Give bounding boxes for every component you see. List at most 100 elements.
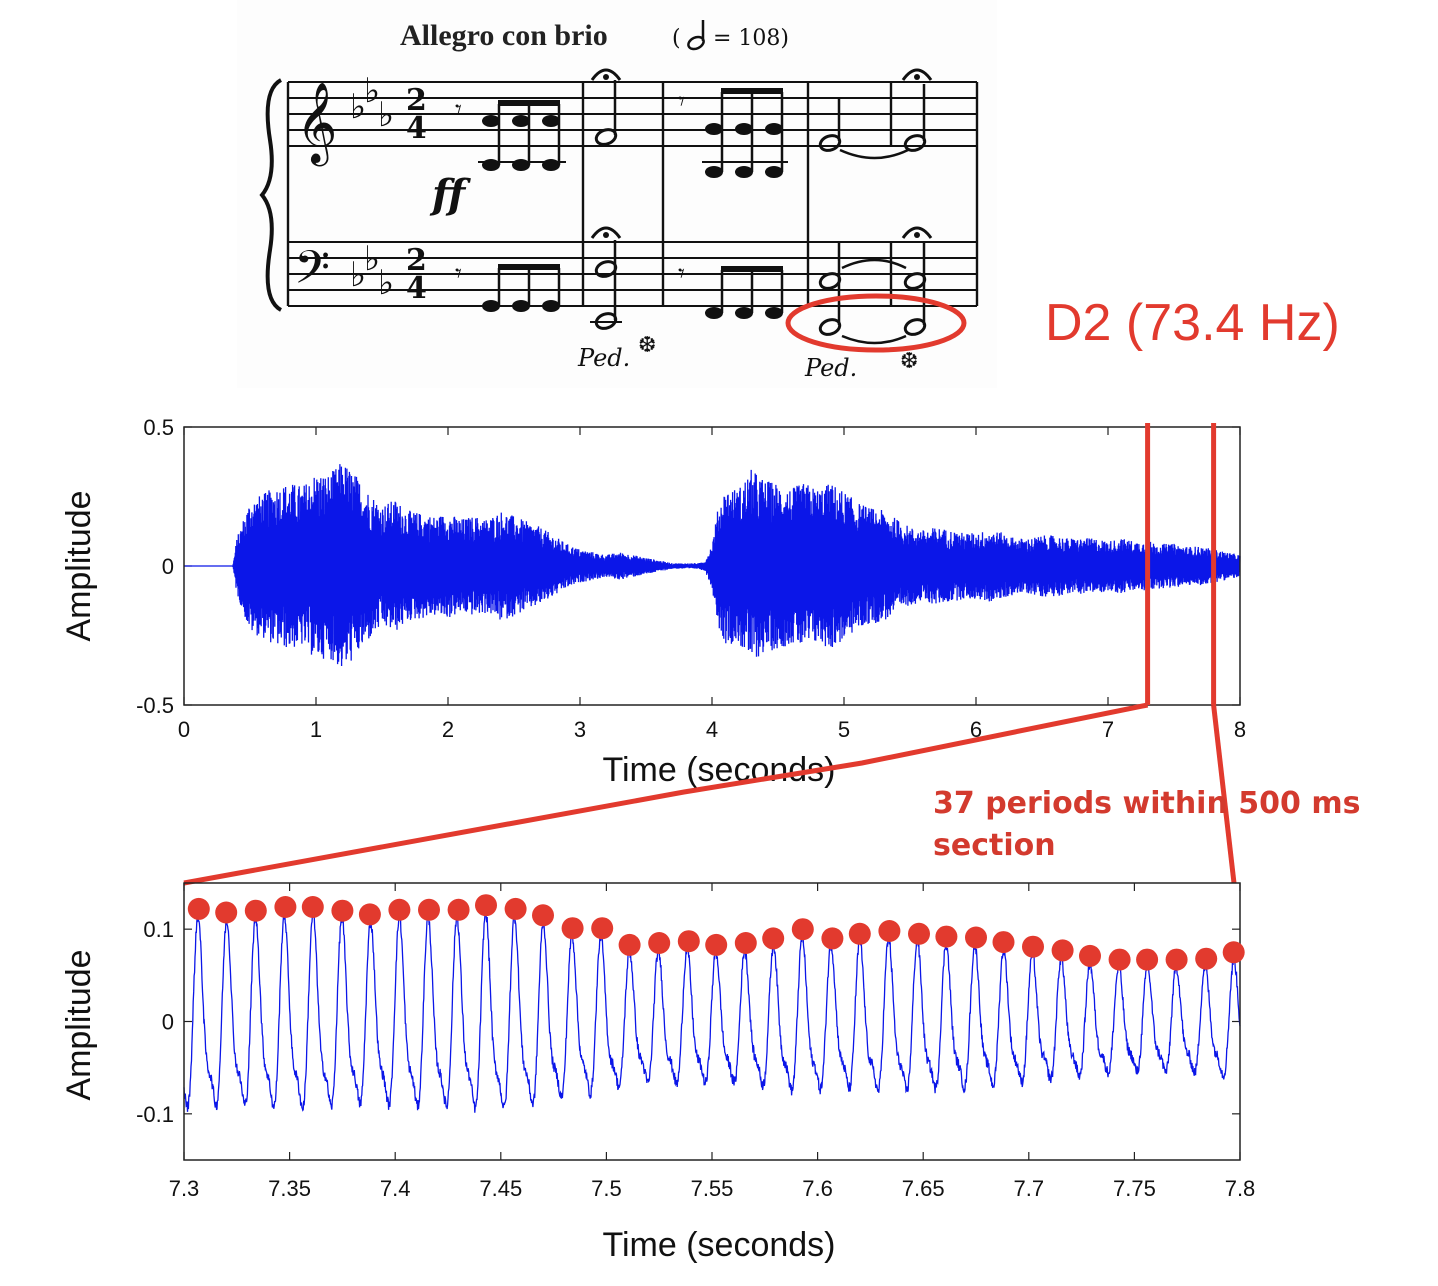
- period-peak-dot: [215, 901, 238, 924]
- top-xtick-label: 0: [178, 717, 190, 742]
- period-peak-dot: [388, 898, 411, 921]
- music-score: Allegro con brio ( = 108): [237, 0, 997, 388]
- svg-text:♭: ♭: [350, 87, 366, 127]
- period-peak-dot: [1136, 948, 1159, 971]
- top-chart-frame: [183, 426, 1241, 706]
- treble-measure-2-notes: [590, 68, 622, 146]
- half-note-tempo-icon: [687, 20, 705, 51]
- barlines: [286, 82, 979, 306]
- period-peak-dot: [705, 933, 728, 956]
- zoom-right-connector: [1211, 704, 1237, 884]
- treble-tied-notes: [818, 68, 933, 160]
- svg-text:4: 4: [406, 111, 427, 146]
- bottom-chart-ticks: 7.3 7.35 7.4 7.45 7.5 7.55 7.6 7.65 7.7 7.75 7.8 -0…: [136, 883, 1255, 1201]
- treble-measure-3-notes: [702, 88, 788, 178]
- period-peak-dot: [1165, 948, 1188, 971]
- bottom-xtick-label: 7.7: [1014, 1176, 1045, 1201]
- period-peak-dot: [274, 896, 297, 918]
- period-peak-dot: [591, 917, 614, 940]
- tempo-marking: = 108): [713, 26, 789, 51]
- period-peak-dot: [447, 898, 470, 921]
- pedal-release-2: ❆: [900, 349, 918, 374]
- top-ytick-label: -0.5: [136, 693, 174, 718]
- period-peak-dot: [1195, 947, 1218, 970]
- eighth-rests: 𝄾 𝄾 𝄾 𝄾: [455, 87, 685, 289]
- bottom-ytick-label: 0: [162, 1010, 174, 1035]
- bottom-xtick-label: 7.65: [902, 1176, 945, 1201]
- bottom-ytick-label: 0.1: [143, 917, 174, 942]
- time-signature: 24 24: [406, 83, 427, 306]
- top-ytick-label: 0.5: [143, 415, 174, 440]
- bottom-xtick-label: 7.8: [1225, 1176, 1256, 1201]
- period-peak-dot: [1079, 944, 1101, 967]
- top-xtick-label: 5: [838, 717, 850, 742]
- period-peak-dot: [935, 925, 958, 948]
- period-peak-dot: [475, 894, 497, 917]
- svg-text:𝄾: 𝄾: [455, 95, 462, 125]
- period-peak-dot: [848, 922, 871, 945]
- fermata-icon: [590, 68, 622, 81]
- period-peak-dot: [1108, 948, 1131, 971]
- bottom-xtick-label: 7.75: [1113, 1176, 1156, 1201]
- period-peak-dot: [187, 897, 210, 920]
- fermata-icon-3: [590, 226, 622, 239]
- bass-measure-3-notes: [705, 266, 784, 319]
- period-peak-dot: [878, 920, 901, 942]
- svg-text:𝄾: 𝄾: [678, 87, 685, 117]
- period-peak-dot: [762, 927, 785, 950]
- period-peak-dot: [992, 931, 1015, 954]
- svg-text:𝄾: 𝄾: [678, 259, 685, 289]
- period-peak-dot: [1022, 935, 1044, 958]
- pedal-marking-2: Ped.: [804, 354, 857, 382]
- periods-annotation-line-2: section: [933, 828, 1056, 863]
- bottom-xtick-label: 7.4: [380, 1176, 411, 1201]
- period-peak-dot: [965, 926, 987, 949]
- period-peak-markers: [187, 894, 1245, 971]
- bottom-xtick-label: 7.35: [268, 1176, 311, 1201]
- period-peak-dot: [618, 933, 641, 956]
- svg-text:4: 4: [406, 271, 427, 306]
- top-xtick-label: 8: [1234, 717, 1246, 742]
- bass-measure-2-notes: [590, 226, 622, 330]
- periods-annotation-line-1: 37 periods within 500 ms: [933, 786, 1360, 821]
- zoom-left-connector: [183, 702, 1149, 886]
- period-peak-dot: [532, 904, 554, 927]
- period-peak-dot: [418, 898, 440, 921]
- bottom-xtick-label: 7.5: [591, 1176, 622, 1201]
- top-xtick-label: 7: [1102, 717, 1114, 742]
- pedal-release-1: ❆: [638, 333, 656, 358]
- fermata-icon-4: [901, 226, 933, 239]
- svg-text:♭: ♭: [378, 95, 394, 135]
- bass-staff: [288, 241, 977, 307]
- tempo-label: Allegro con brio: [400, 19, 608, 52]
- score-background: [237, 0, 997, 388]
- top-xtick-label: 1: [310, 717, 322, 742]
- top-chart-ticks: 0 1 2 3 4 5 6 7 8-0.500.5: [136, 415, 1246, 742]
- grand-staff-brace: [259, 78, 283, 312]
- top-xtick-label: 6: [970, 717, 982, 742]
- bottom-xtick-label: 7.3: [169, 1176, 200, 1201]
- svg-text:2: 2: [406, 83, 427, 118]
- period-peak-dot: [734, 932, 757, 954]
- fermata-icon-2: [901, 68, 933, 81]
- bottom-xtick-label: 7.55: [691, 1176, 734, 1201]
- bottom-xtick-label: 7.45: [479, 1176, 522, 1201]
- period-peak-dot: [504, 897, 527, 920]
- period-peak-dot: [821, 927, 844, 950]
- bottom-chart-xlabel: Time (seconds): [602, 1226, 835, 1264]
- period-peak-dot: [1051, 939, 1074, 962]
- top-ytick-label: 0: [162, 554, 174, 579]
- period-peak-dot: [1222, 941, 1245, 964]
- top-xtick-label: 3: [574, 717, 586, 742]
- note-highlight-ellipse: [785, 293, 967, 353]
- bass-measure-1-notes: [482, 264, 561, 312]
- treble-staff: [288, 81, 977, 147]
- period-peak-dot: [908, 922, 930, 945]
- bass-clef-icon: 𝄢: [294, 241, 330, 306]
- bottom-xtick-label: 7.6: [802, 1176, 833, 1201]
- svg-text:♭: ♭: [350, 255, 366, 295]
- svg-text:♭: ♭: [378, 263, 394, 303]
- full-waveform-line: [184, 464, 1241, 667]
- bass-tied-notes: [818, 226, 933, 345]
